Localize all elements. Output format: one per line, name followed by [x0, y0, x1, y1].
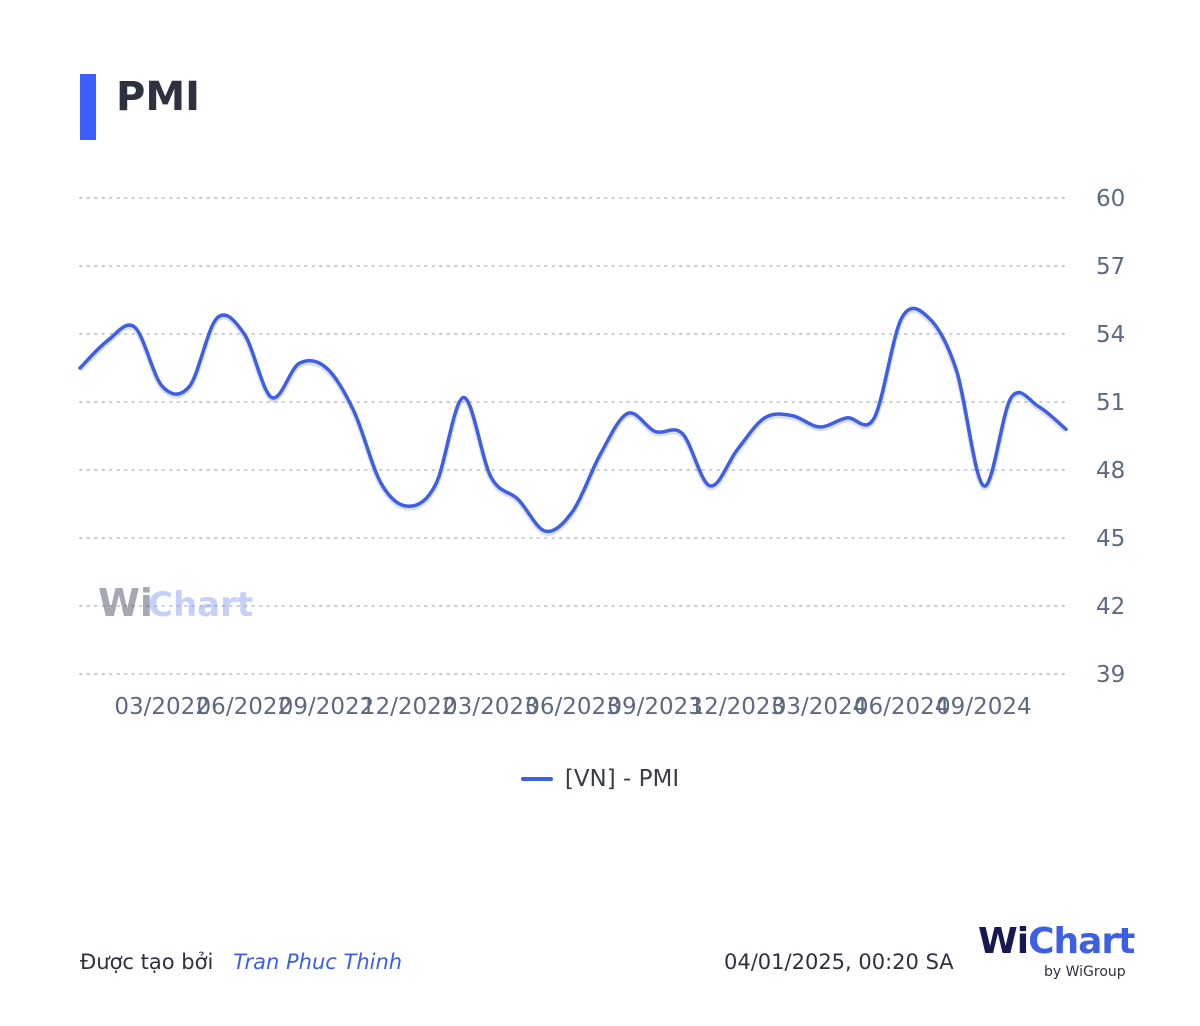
- data-point[interactable]: [923, 312, 935, 324]
- series-vn-pmi: [74, 306, 1072, 537]
- data-point[interactable]: [567, 505, 579, 517]
- x-tick-label: 06/2023: [525, 694, 621, 720]
- x-tick-label: 03/2023: [443, 694, 539, 720]
- legend-label: [VN] - PMI: [564, 766, 680, 792]
- watermark-chart: Chart: [148, 585, 253, 625]
- data-point[interactable]: [540, 525, 552, 537]
- data-point[interactable]: [403, 500, 415, 512]
- data-point[interactable]: [677, 428, 689, 440]
- data-point[interactable]: [814, 421, 826, 433]
- author-link[interactable]: Tran Phuc Thinh: [233, 950, 403, 974]
- y-tick-label: 60: [1096, 186, 1125, 212]
- watermark-w: Wi: [98, 581, 153, 625]
- logo-chart: Chart: [1028, 921, 1135, 962]
- x-tick-label: 09/2022: [279, 694, 375, 720]
- data-point[interactable]: [184, 380, 196, 392]
- title-accent-bar: [80, 74, 96, 140]
- data-point[interactable]: [266, 391, 278, 403]
- x-tick-label: 03/2022: [114, 694, 210, 720]
- data-point[interactable]: [868, 412, 880, 424]
- y-tick-label: 54: [1096, 322, 1125, 348]
- data-point[interactable]: [156, 380, 168, 392]
- legend-line-swatch: [520, 777, 553, 781]
- data-point[interactable]: [1005, 391, 1017, 403]
- y-tick-label: 48: [1096, 458, 1125, 484]
- data-point[interactable]: [238, 328, 250, 340]
- footer-timestamp: 04/01/2025, 00:20 SA: [724, 950, 954, 974]
- y-tick-label: 45: [1096, 526, 1125, 552]
- logo-by-line: by WiGroup: [1044, 964, 1126, 980]
- data-point[interactable]: [211, 312, 223, 324]
- data-point[interactable]: [485, 471, 497, 483]
- legend[interactable]: [VN] - PMI: [0, 766, 1200, 792]
- x-tick-label: 09/2024: [936, 694, 1032, 720]
- data-point[interactable]: [293, 357, 305, 369]
- y-tick-label: 42: [1096, 594, 1125, 620]
- data-point[interactable]: [896, 312, 908, 324]
- data-point[interactable]: [622, 407, 634, 419]
- data-point[interactable]: [1033, 401, 1045, 413]
- watermark-wichart: Wi Chart: [98, 581, 253, 625]
- y-tick-label: 39: [1096, 662, 1125, 688]
- x-tick-label: 09/2023: [607, 694, 703, 720]
- y-axis-ticks: 39 42 45 48 51 54 57 60: [1096, 186, 1125, 688]
- x-tick-label: 06/2022: [197, 694, 293, 720]
- data-point[interactable]: [950, 364, 962, 376]
- data-point[interactable]: [430, 478, 442, 490]
- data-point[interactable]: [129, 321, 141, 333]
- data-point[interactable]: [978, 480, 990, 492]
- x-axis-ticks: 03/202206/202209/202212/202203/202306/20…: [114, 694, 1031, 720]
- data-point[interactable]: [512, 493, 524, 505]
- series-line[interactable]: [78, 306, 1068, 534]
- wichart-logo[interactable]: WiChart by WiGroup: [978, 920, 1135, 986]
- logo-wordmark: WiChart: [978, 920, 1135, 964]
- data-point[interactable]: [759, 412, 771, 424]
- chart-title: PMI: [116, 74, 201, 120]
- data-point[interactable]: [348, 405, 360, 417]
- data-point[interactable]: [786, 410, 798, 422]
- data-point[interactable]: [594, 448, 606, 460]
- logo-wi: Wi: [978, 921, 1029, 962]
- x-tick-label: 12/2023: [690, 694, 786, 720]
- data-point[interactable]: [704, 480, 716, 492]
- x-tick-label: 03/2024: [772, 694, 868, 720]
- data-point[interactable]: [731, 444, 743, 456]
- x-tick-label: 06/2024: [854, 694, 950, 720]
- y-tick-label: 51: [1096, 390, 1125, 416]
- series-line-shadow: [78, 308, 1068, 536]
- data-point[interactable]: [321, 362, 333, 374]
- footer-credit: Được tạo bởi Tran Phuc Thinh: [80, 950, 402, 974]
- created-by-label: Được tạo bởi: [80, 950, 214, 974]
- data-point[interactable]: [841, 412, 853, 424]
- data-point[interactable]: [74, 362, 86, 374]
- data-point[interactable]: [101, 335, 113, 347]
- x-tick-label: 12/2022: [361, 694, 457, 720]
- data-point[interactable]: [375, 478, 387, 490]
- data-point[interactable]: [649, 425, 661, 437]
- y-tick-label: 57: [1096, 254, 1125, 280]
- data-point[interactable]: [1060, 423, 1072, 435]
- data-point[interactable]: [457, 391, 469, 403]
